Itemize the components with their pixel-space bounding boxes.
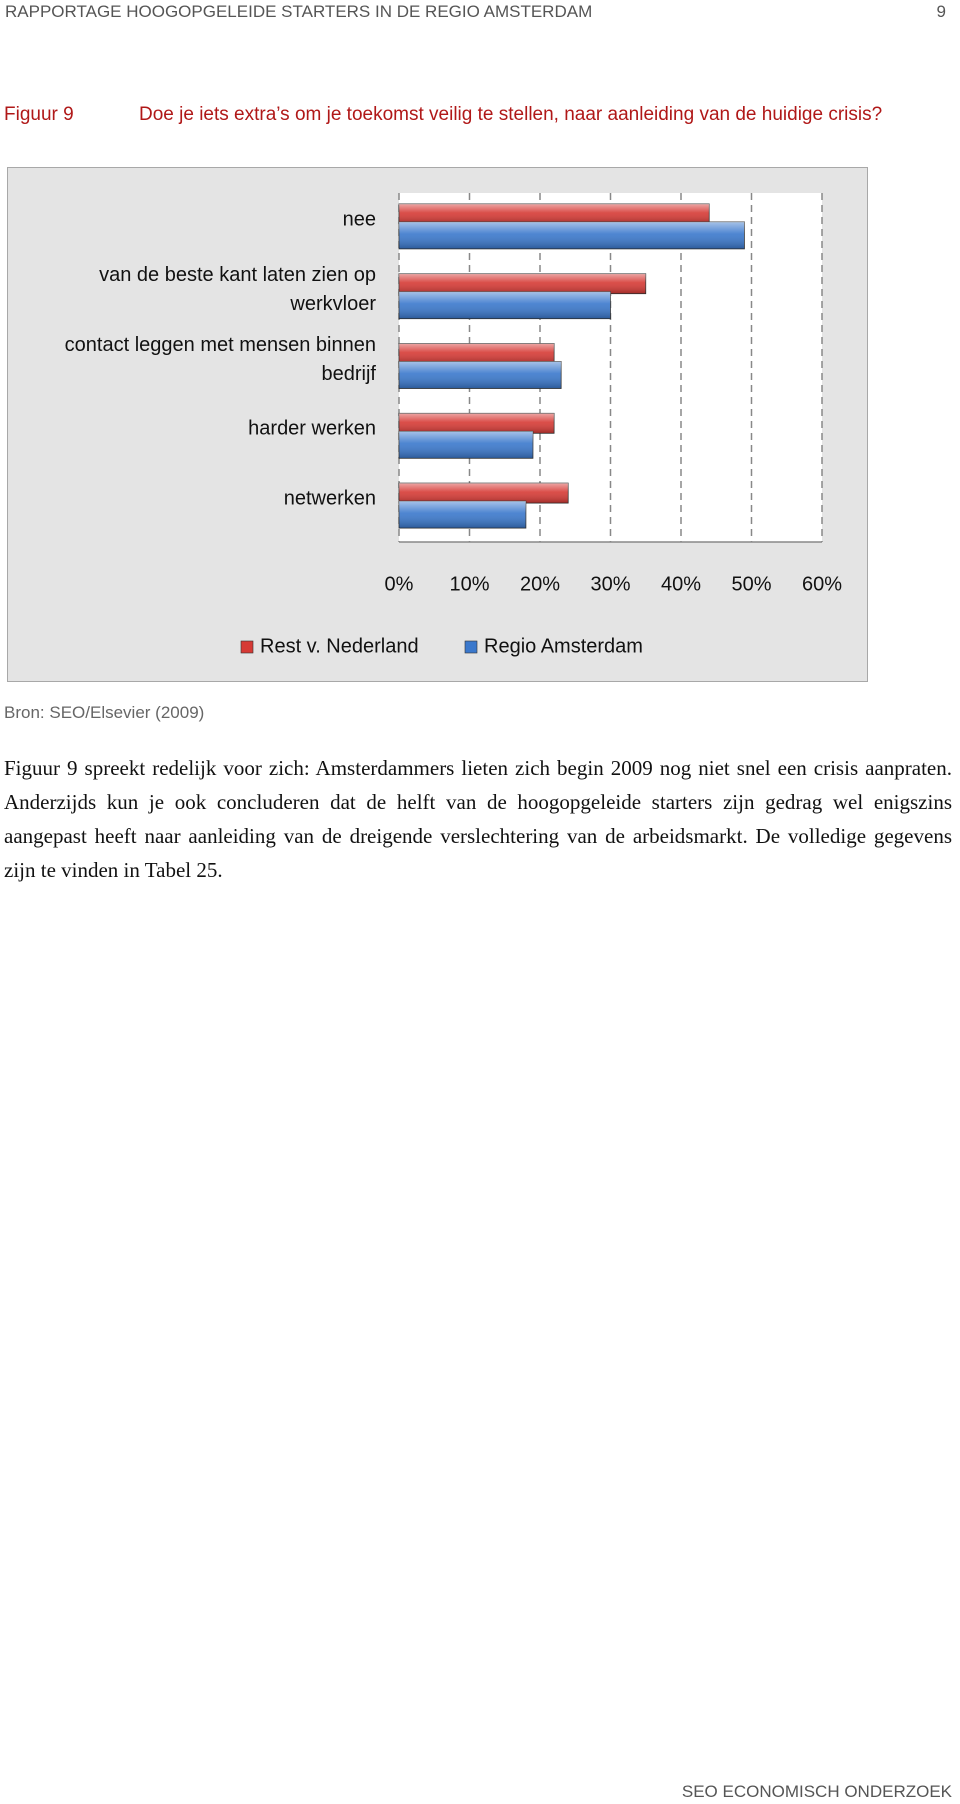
header-title: RAPPORTAGE HOOGOPGELEIDE STARTERS IN DE … bbox=[5, 2, 593, 21]
legend-swatch bbox=[464, 640, 478, 654]
bar-shine bbox=[399, 501, 526, 529]
x-tick-label: 20% bbox=[520, 573, 560, 595]
figure-label: Figuur 9 bbox=[4, 104, 74, 125]
category-labels: nee van de beste kant laten zien op werkv… bbox=[8, 168, 376, 568]
page-number: 9 bbox=[936, 2, 946, 21]
chart-box: nee van de beste kant laten zien op werkv… bbox=[7, 167, 868, 682]
category-label: contact leggen met mensen binnen bedrijf bbox=[64, 333, 376, 385]
legend-swatch bbox=[240, 640, 254, 654]
category-label: nee bbox=[342, 208, 376, 231]
bar-shine bbox=[399, 483, 569, 504]
legend-label: Rest v. Nederland bbox=[260, 635, 419, 657]
bar-shine bbox=[399, 343, 555, 364]
footer: SEO ECONOMISCH ONDERZOEK bbox=[681, 1782, 952, 1801]
chart: 0% 10% 20% 30% 40% 50% 60% Rest v. Nederland Reg… bbox=[240, 193, 842, 657]
x-tick-label: 60% bbox=[802, 573, 842, 595]
category-label: netwerken bbox=[283, 487, 376, 510]
figure-caption: Doe je iets extra’s om je toekomst veili… bbox=[139, 104, 883, 125]
bar-shine bbox=[399, 413, 555, 434]
bar-shine bbox=[399, 361, 562, 389]
legend-label: Regio Amsterdam bbox=[484, 635, 643, 657]
bar-shine bbox=[399, 221, 745, 249]
x-tick-label: 30% bbox=[590, 573, 630, 595]
bar-shine bbox=[399, 291, 611, 319]
bar-shine bbox=[399, 203, 710, 224]
source: Bron: SEO/Elsevier (2009) bbox=[4, 703, 205, 722]
category-label: van de beste kant laten zien op werkvloe… bbox=[99, 263, 376, 315]
x-tick-label: 40% bbox=[661, 573, 701, 595]
x-tick-label: 10% bbox=[449, 573, 489, 595]
bar-shine bbox=[399, 431, 533, 459]
category-label: harder werken bbox=[248, 417, 376, 440]
body-text: Figuur 9 spreekt redelijk voor zich: Ams… bbox=[4, 756, 952, 882]
x-tick-label: 0% bbox=[385, 573, 414, 595]
bar-shine bbox=[399, 273, 646, 294]
x-tick-label: 50% bbox=[731, 573, 771, 595]
